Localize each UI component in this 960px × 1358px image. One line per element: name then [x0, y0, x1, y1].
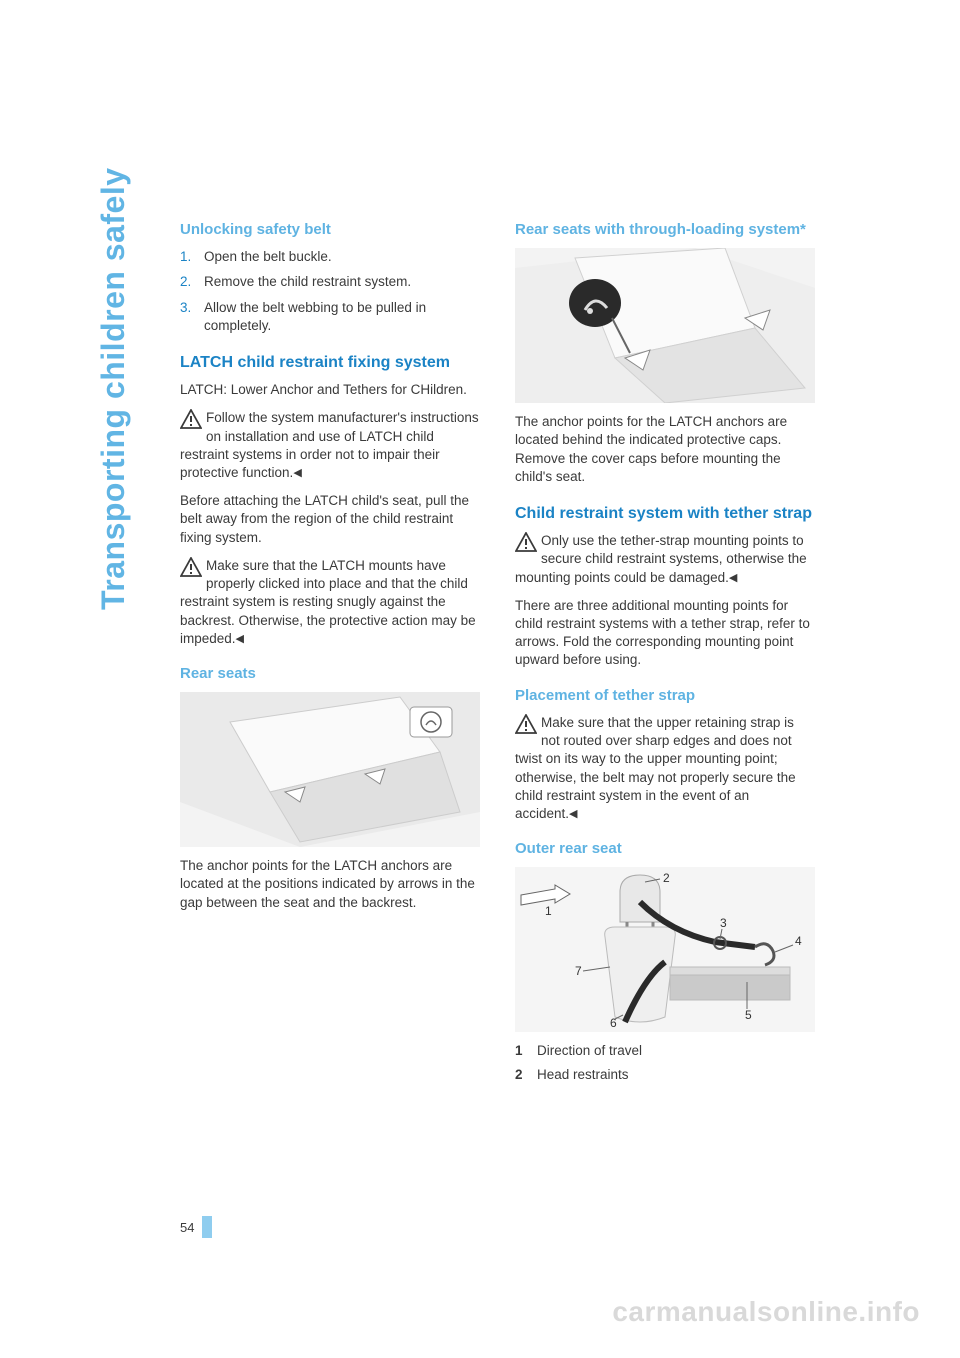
heading-rear-seats: Rear seats: [180, 664, 480, 684]
before-attaching-text: Before attaching the LATCH child's seat,…: [180, 492, 480, 547]
watermark: carmanualsonline.info: [612, 1296, 920, 1328]
heading-tether: Child restraint system with tether strap: [515, 504, 815, 524]
step-text: Open the belt buckle.: [204, 248, 332, 266]
heading-placement: Placement of tether strap: [515, 686, 815, 706]
end-marker: ◀: [293, 467, 301, 479]
warning-block: Make sure that the LATCH mounts have pro…: [180, 557, 480, 648]
tether-text: There are three additional mounting poin…: [515, 597, 815, 670]
unlocking-steps: 1.Open the belt buckle. 2.Remove the chi…: [180, 248, 480, 335]
warning-text: Only use the tether-strap mounting point…: [515, 533, 807, 584]
legend-item: 2Head restraints: [515, 1066, 815, 1084]
step-num: 2.: [180, 273, 204, 291]
warning-icon: [180, 409, 202, 429]
step-num: 3.: [180, 299, 204, 335]
svg-text:2: 2: [663, 871, 670, 885]
step-num: 1.: [180, 248, 204, 266]
section-title-vertical: Transporting children safely: [95, 167, 132, 610]
heading-unlocking: Unlocking safety belt: [180, 220, 480, 240]
legend-item: 1Direction of travel: [515, 1042, 815, 1060]
warning-text: Follow the system manufacturer's instruc…: [180, 410, 479, 480]
warning-block: Only use the tether-strap mounting point…: [515, 532, 815, 587]
svg-text:4: 4: [795, 934, 802, 948]
figure-rear-seats: [180, 692, 480, 847]
heading-outer-rear: Outer rear seat: [515, 839, 815, 859]
end-marker: ◀: [729, 572, 737, 584]
svg-text:3: 3: [720, 916, 727, 930]
warning-text: Make sure that the upper retaining strap…: [515, 715, 796, 821]
rear-through-caption: The anchor points for the LATCH anchors …: [515, 413, 815, 486]
heading-rear-through: Rear seats with through-loading system*: [515, 220, 815, 240]
figure-rear-through: [515, 248, 815, 403]
figure-outer-rear: 1 2: [515, 867, 815, 1032]
step-text: Allow the belt webbing to be pulled in c…: [204, 299, 480, 335]
latch-definition: LATCH: Lower Anchor and Tethers for CHil…: [180, 381, 480, 399]
warning-block: Make sure that the upper retaining strap…: [515, 714, 815, 823]
warning-block: Follow the system manufacturer's instruc…: [180, 409, 480, 482]
rear-seats-caption: The anchor points for the LATCH anchors …: [180, 857, 480, 912]
step-text: Remove the child restraint system.: [204, 273, 411, 291]
end-marker: ◀: [569, 808, 577, 820]
warning-icon: [180, 557, 202, 577]
warning-icon: [515, 714, 537, 734]
svg-text:7: 7: [575, 964, 582, 978]
warning-icon: [515, 532, 537, 552]
svg-text:1: 1: [545, 904, 552, 918]
content-columns: Unlocking safety belt 1.Open the belt bu…: [180, 220, 830, 1089]
svg-text:5: 5: [745, 1008, 752, 1022]
right-column: Rear seats with through-loading system* …: [515, 220, 815, 1089]
page-tab: [202, 1216, 212, 1238]
heading-latch: LATCH child restraint fixing system: [180, 353, 480, 373]
end-marker: ◀: [236, 633, 244, 645]
warning-text: Make sure that the LATCH mounts have pro…: [180, 558, 476, 646]
left-column: Unlocking safety belt 1.Open the belt bu…: [180, 220, 480, 1089]
page-number: 54: [180, 1216, 212, 1238]
